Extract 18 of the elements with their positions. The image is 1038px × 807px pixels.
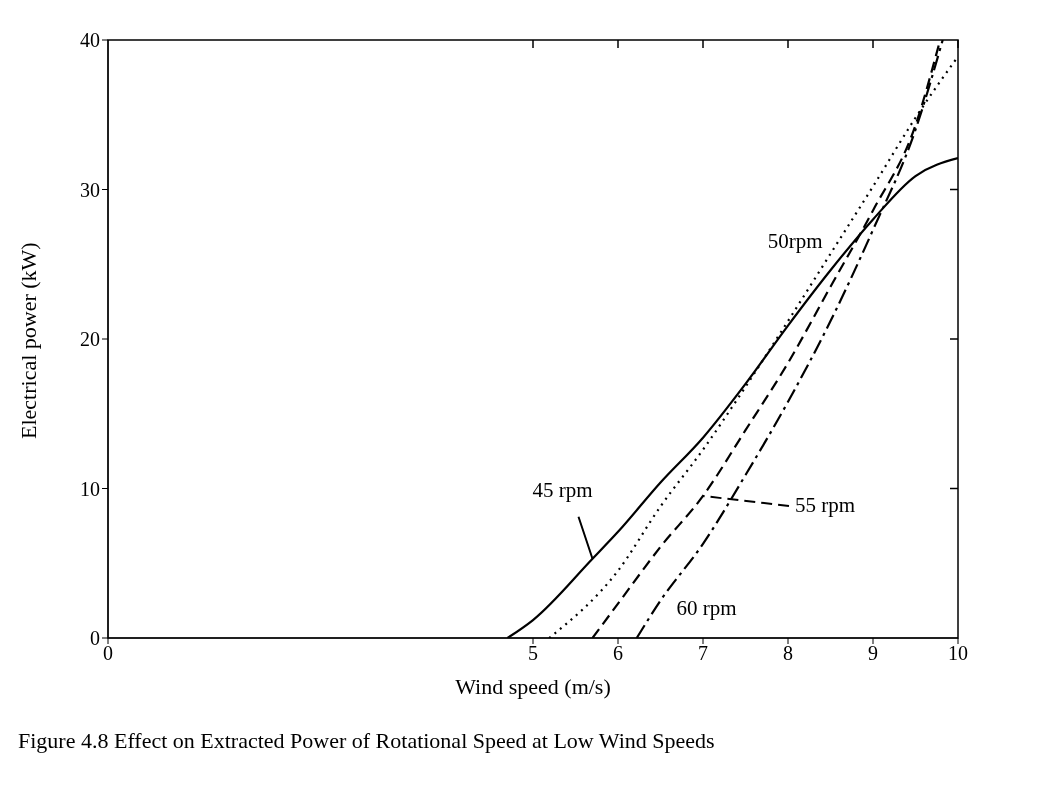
- x-tick-label: 7: [698, 642, 708, 665]
- caption: Figure 4.8 Effect on Extracted Power of Rotational Speed at Low Wind Speeds: [18, 728, 716, 754]
- x-tick-label: 9: [868, 642, 878, 665]
- y-tick-label: 10: [80, 477, 100, 500]
- y-axis-title: Electrical power (kW): [15, 242, 41, 439]
- y-tick-label: 0: [90, 627, 100, 650]
- x-tick-label: 10: [948, 642, 968, 665]
- series-label: 60 rpm: [676, 595, 737, 620]
- y-tick-label: 20: [80, 328, 100, 351]
- x-tick-label: 6: [613, 642, 623, 665]
- x-tick-label: 5: [528, 642, 538, 665]
- y-tick-label: 30: [80, 178, 100, 201]
- x-tick-label: 8: [783, 642, 793, 665]
- series-label: 50rpm: [767, 228, 823, 253]
- y-tick-label: 40: [80, 29, 100, 52]
- legend-label: 55 rpm: [795, 492, 856, 517]
- series-label: 45 rpm: [532, 477, 593, 502]
- x-axis-title: Wind speed (m/s): [455, 674, 611, 699]
